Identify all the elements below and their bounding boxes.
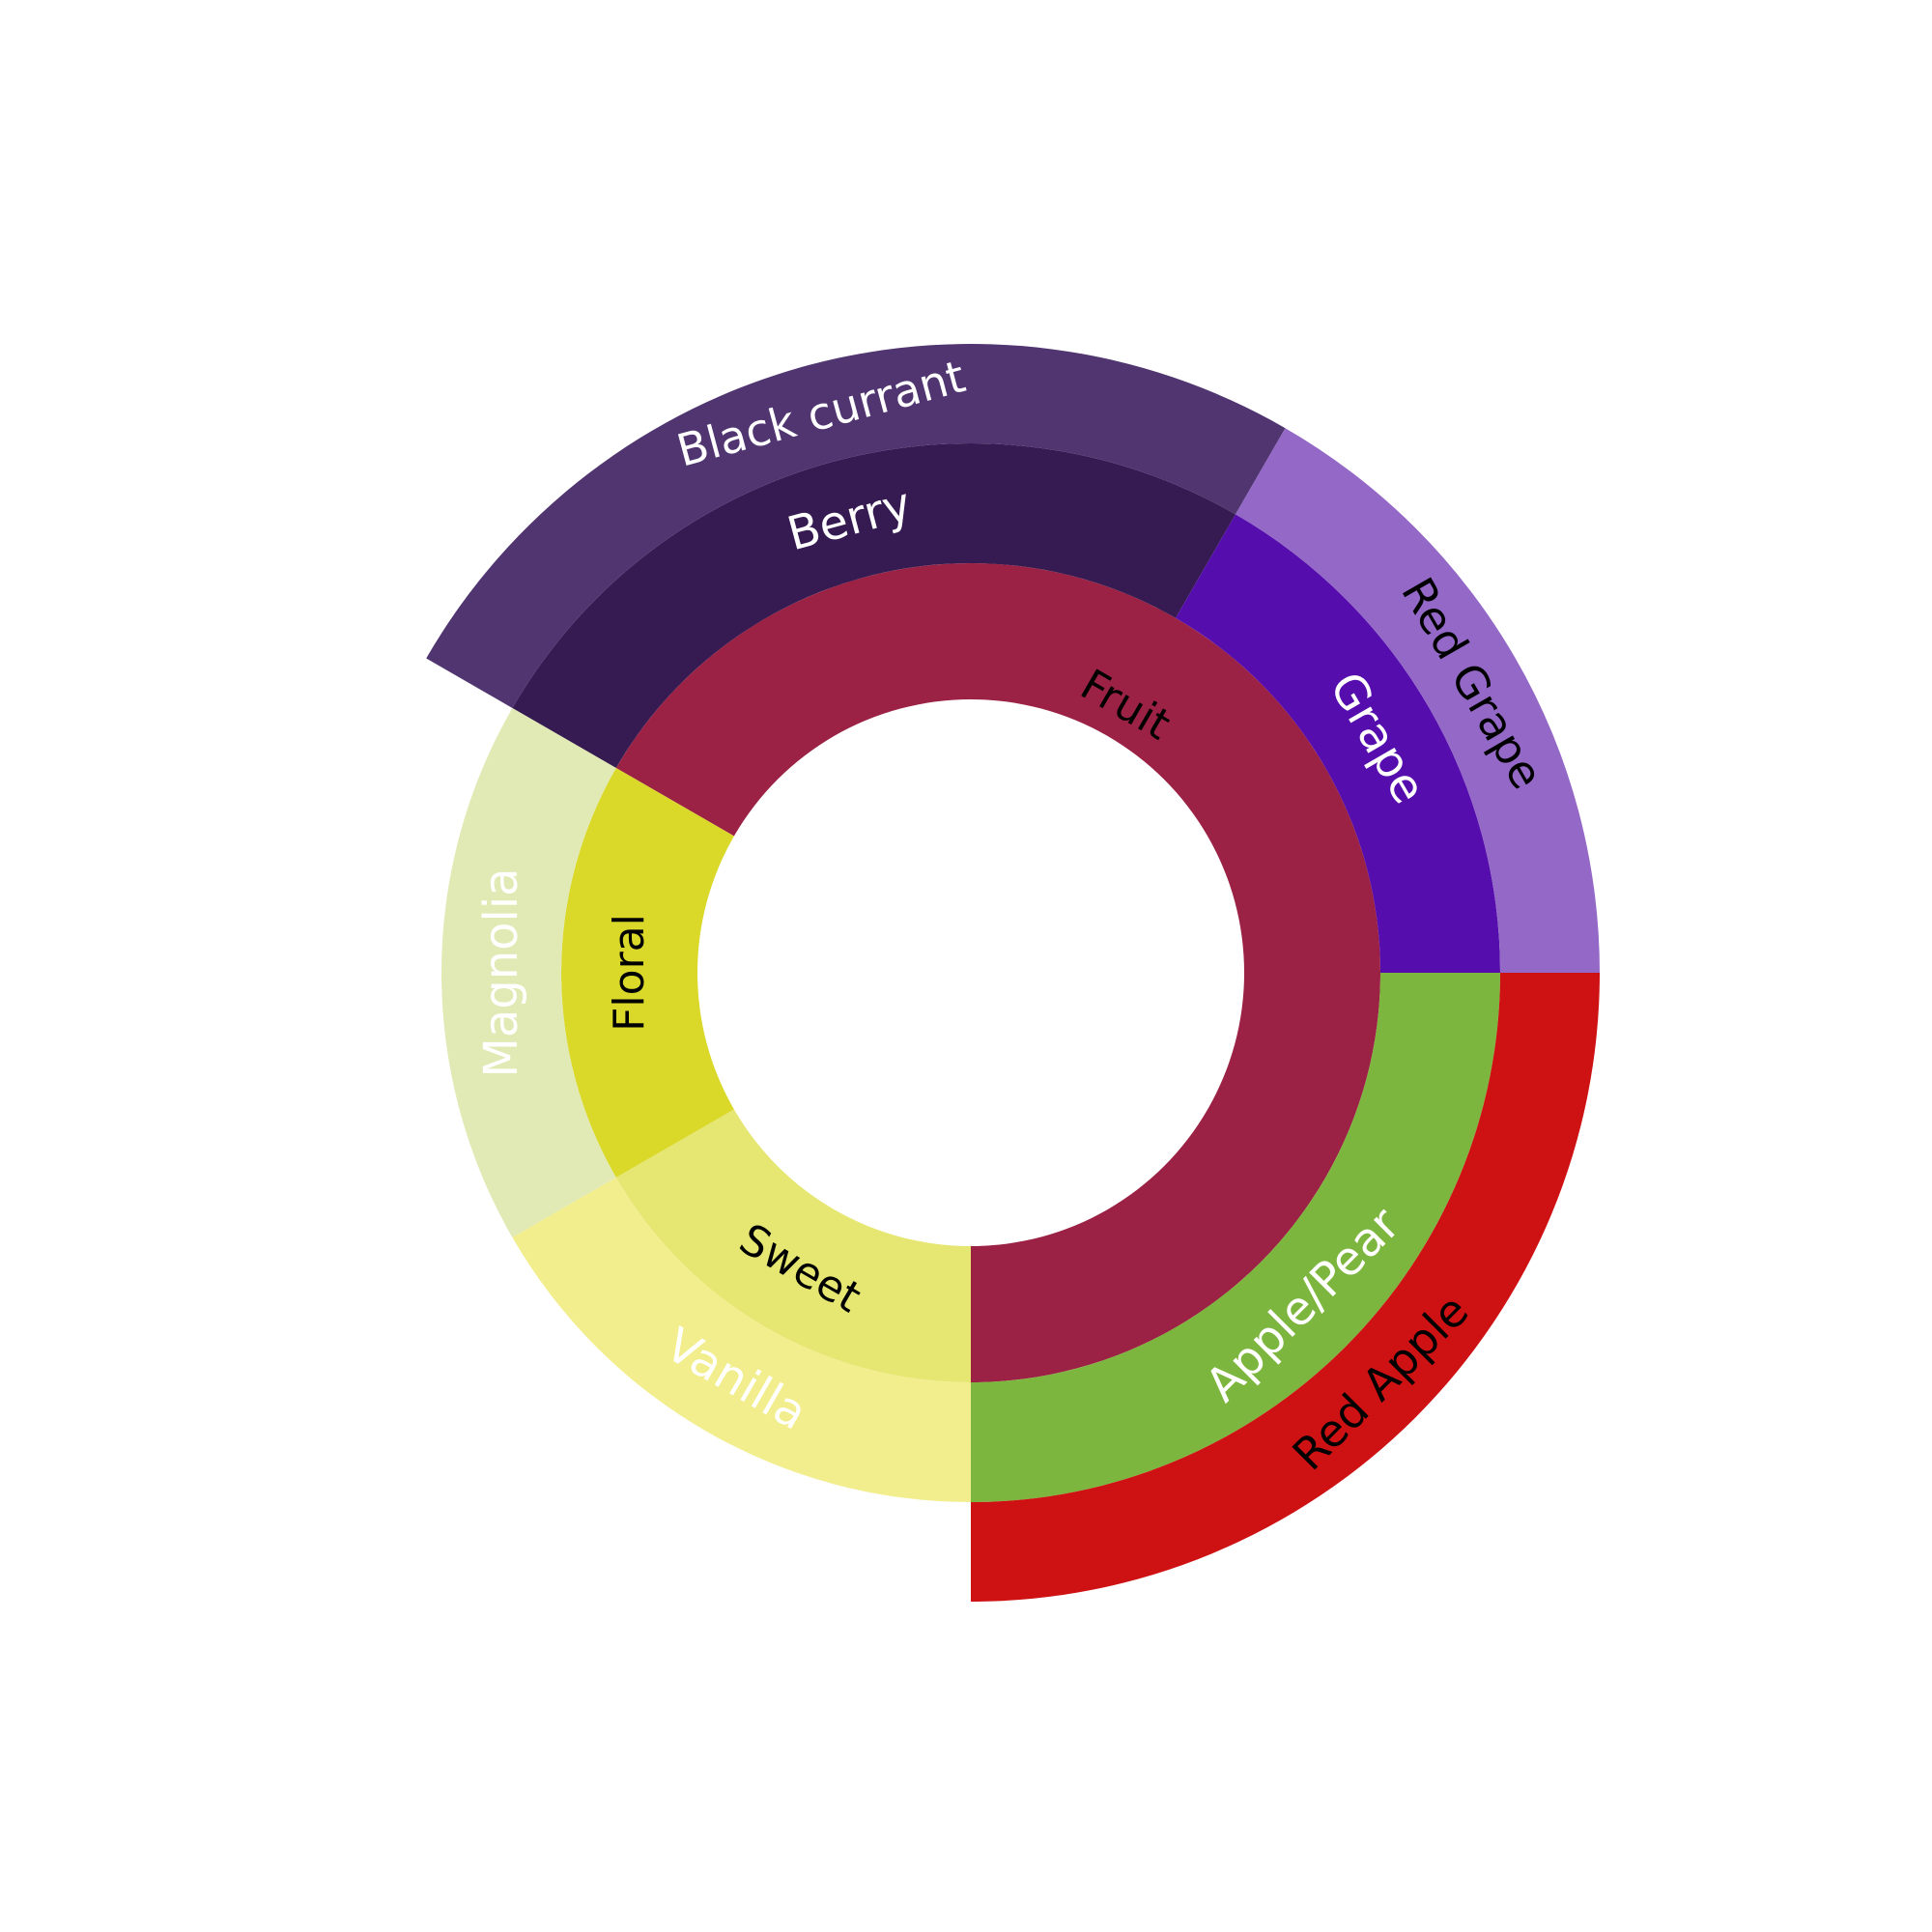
segment-grape[interactable] [1176,514,1500,973]
label-magnolia: Magnolia [474,867,528,1077]
segment-red-apple[interactable] [971,973,1600,1602]
segment-black-currant[interactable] [426,344,1286,708]
segment-vanilla[interactable] [512,1178,971,1502]
segment-floral[interactable] [561,768,734,1178]
segment-apple-pear[interactable] [971,973,1500,1502]
label-floral: Floral [605,914,654,1032]
segment-sweet[interactable] [615,1109,971,1383]
segment-magnolia[interactable] [441,708,616,1237]
segment-red-grape[interactable] [1236,428,1600,973]
segment-berry[interactable] [512,442,1236,768]
segment-fruit[interactable] [615,563,1380,1382]
